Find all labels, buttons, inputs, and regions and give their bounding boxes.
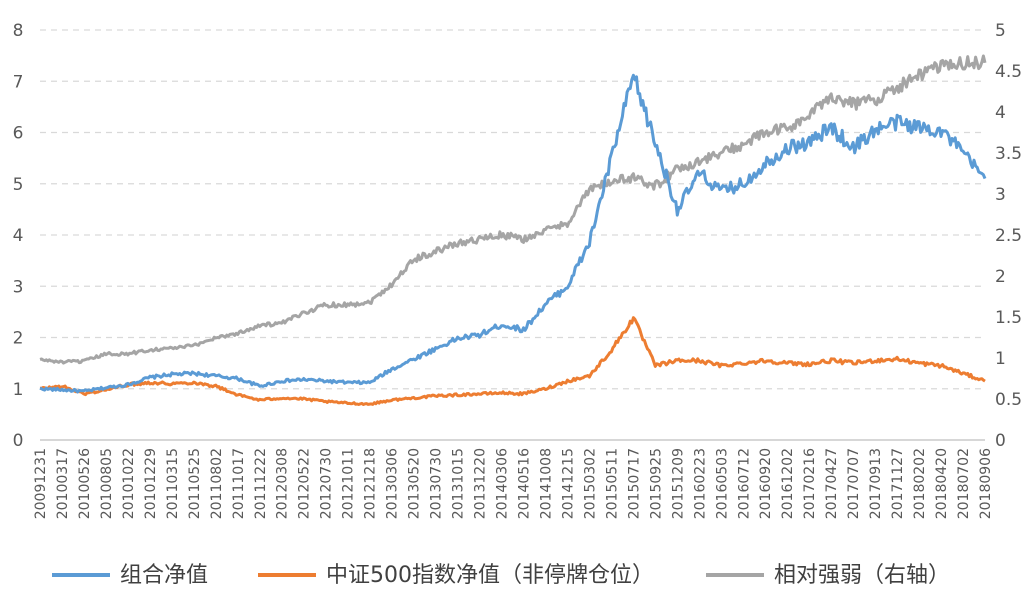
right-y-tick-label: 1.5 — [995, 308, 1022, 328]
x-tick-label: 20101022 — [121, 448, 137, 519]
x-tick-label: 20160223 — [692, 448, 708, 519]
x-tick-label: 20100805 — [99, 448, 115, 519]
legend: 组合净值 中证500指数净值（非停牌仓位） 相对强弱（右轴） — [52, 563, 950, 588]
x-tick-label: 20120308 — [275, 448, 291, 519]
left-y-tick-label: 3 — [13, 277, 24, 297]
series-line-2 — [39, 54, 987, 365]
x-tick-label: 20170216 — [802, 448, 818, 519]
x-tick-label: 20161202 — [780, 448, 796, 519]
x-tick-label: 20111222 — [253, 448, 269, 519]
x-tick-label: 20110525 — [187, 448, 203, 519]
right-y-tick-label: 5 — [995, 21, 1006, 41]
x-tick-label: 20160920 — [758, 448, 774, 519]
x-tick-label: 20120730 — [319, 448, 335, 519]
left-y-tick-label: 8 — [13, 21, 24, 41]
left-y-tick-label: 4 — [13, 226, 24, 246]
legend-label: 中证500指数净值（非停牌仓位） — [326, 563, 654, 588]
right-y-tick-label: 0.5 — [995, 390, 1022, 410]
x-axis: 20091231 20100317 20100526 20100805 20101022… — [33, 448, 994, 519]
series-line-1 — [39, 316, 986, 406]
x-tick-label: 20100317 — [55, 448, 71, 519]
legend-label: 相对强弱（右轴） — [774, 563, 950, 588]
x-tick-label: 20160712 — [736, 448, 752, 519]
right-y-tick-label: 4 — [995, 103, 1006, 123]
x-tick-label: 20131015 — [451, 448, 467, 519]
left-y-axis-ticks: 0 1 2 3 4 5 6 7 8 — [13, 21, 24, 451]
x-tick-label: 20151209 — [670, 448, 686, 519]
x-tick-label: 20130306 — [385, 448, 401, 519]
x-tick-label: 20110315 — [165, 448, 181, 519]
left-y-tick-label: 7 — [13, 72, 24, 92]
x-tick-label: 20180420 — [934, 448, 950, 519]
left-y-tick-label: 5 — [13, 175, 24, 195]
series-lines — [39, 54, 987, 406]
x-tick-label: 20120522 — [297, 448, 313, 519]
x-tick-label: 20170913 — [868, 448, 884, 519]
x-tick-label: 20110802 — [209, 448, 225, 519]
x-tick-label: 20100526 — [77, 448, 93, 519]
x-tick-label: 20121218 — [363, 448, 379, 519]
x-tick-label: 20170427 — [824, 448, 840, 519]
right-y-tick-label: 0 — [995, 431, 1006, 451]
series-line-0 — [39, 73, 987, 394]
x-tick-label: 20091231 — [33, 448, 49, 519]
x-tick-label: 20130730 — [429, 448, 445, 519]
right-y-tick-label: 2 — [995, 267, 1006, 287]
x-tick-label: 20111017 — [231, 448, 247, 519]
right-y-tick-label: 2.5 — [995, 226, 1022, 246]
x-tick-label: 20101229 — [143, 448, 159, 519]
right-y-tick-label: 3 — [995, 185, 1006, 205]
right-y-tick-label: 1 — [995, 349, 1006, 369]
x-tick-label: 20170707 — [846, 448, 862, 519]
left-y-tick-label: 2 — [13, 329, 24, 349]
gridlines — [40, 29, 985, 441]
x-tick-label: 20150925 — [648, 448, 664, 519]
x-tick-label: 20180702 — [956, 448, 972, 519]
left-y-tick-label: 0 — [13, 431, 24, 451]
right-y-tick-label: 3.5 — [995, 144, 1022, 164]
left-y-tick-label: 1 — [13, 380, 24, 400]
x-tick-label: 20150302 — [582, 448, 598, 519]
x-tick-label: 20121011 — [341, 448, 357, 519]
right-y-tick-label: 4.5 — [995, 62, 1022, 82]
x-tick-label: 20131220 — [473, 448, 489, 519]
x-tick-label: 20150511 — [604, 448, 620, 519]
x-tick-label: 20160503 — [714, 448, 730, 519]
x-tick-label: 20180202 — [912, 448, 928, 519]
x-tick-label: 20141215 — [560, 448, 576, 519]
x-tick-label: 20130520 — [407, 448, 423, 519]
x-tick-label: 20171127 — [890, 448, 906, 519]
x-tick-label: 20150717 — [626, 448, 642, 519]
left-y-tick-label: 6 — [13, 124, 24, 144]
x-tick-label: 20140306 — [495, 448, 511, 519]
right-y-axis-ticks: 0 0.5 1 1.5 2 2.5 3 3.5 4 4.5 5 — [995, 21, 1022, 451]
legend-label: 组合净值 — [120, 563, 208, 588]
x-tick-label: 20140516 — [516, 448, 532, 519]
x-tick-label: 20180906 — [978, 448, 994, 519]
x-tick-label: 20141008 — [538, 448, 554, 519]
